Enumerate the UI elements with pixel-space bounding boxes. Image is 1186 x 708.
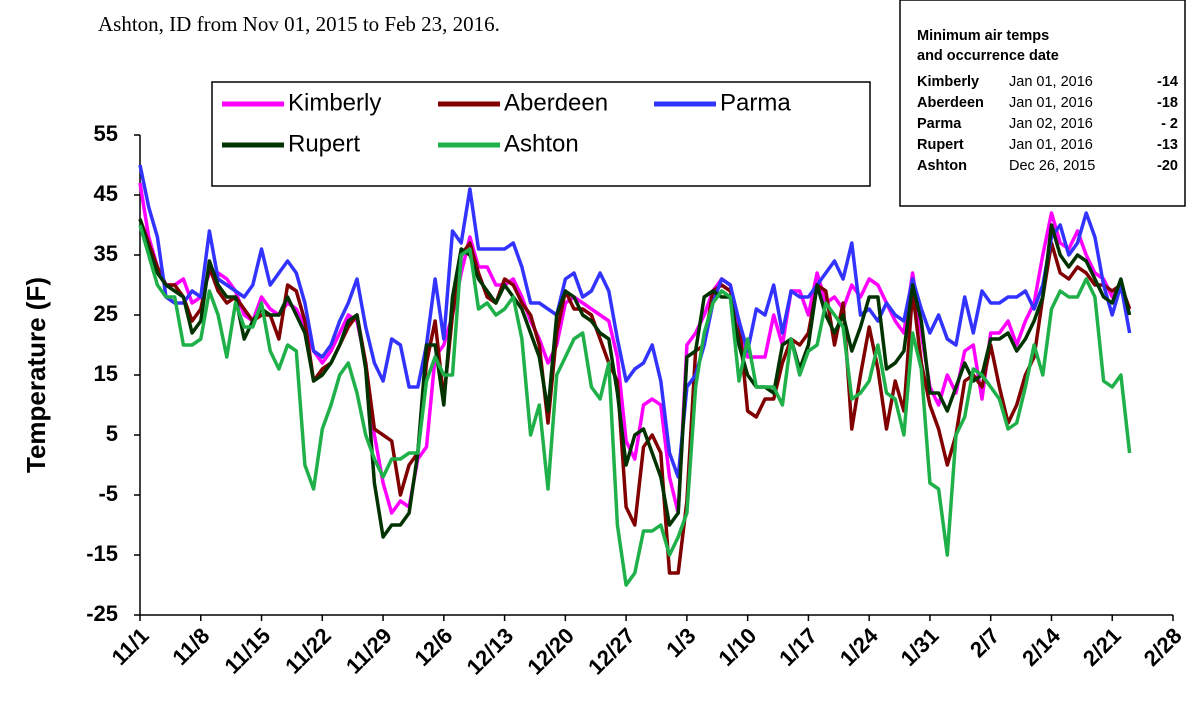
series-line — [138, 164, 1132, 479]
x-tick-label: 1/31 — [896, 623, 944, 671]
info-date: Jan 02, 2016 — [1009, 116, 1093, 132]
info-title: Minimum air temps — [917, 28, 1049, 44]
info-min: -13 — [1157, 137, 1178, 153]
chart-title: Ashton, ID from Nov 01, 2015 to Feb 23, … — [98, 12, 500, 36]
info-station: Aberdeen — [917, 95, 984, 111]
y-axis-label: Temperature (F) — [21, 277, 51, 473]
series-line — [138, 218, 1132, 539]
x-tick-label: 1/10 — [713, 623, 761, 671]
x-tick-label: 2/21 — [1078, 623, 1126, 671]
x-tick-label: 1/24 — [835, 622, 883, 670]
legend-items: Kimberly Aberdeen Parma Rupert Ashton — [222, 89, 791, 157]
y-tick-label: 25 — [94, 301, 118, 326]
legend-label: Ashton — [504, 130, 579, 157]
legend-label: Kimberly — [288, 89, 381, 116]
y-tick-label: 35 — [94, 241, 118, 266]
x-tick-label: 2/14 — [1017, 622, 1065, 670]
series-line — [138, 218, 1132, 575]
y-tick-label: 55 — [94, 121, 118, 146]
x-tick-label: 11/15 — [219, 623, 275, 679]
series-line — [138, 182, 1132, 515]
info-date: Dec 26, 2015 — [1009, 158, 1095, 174]
info-station: Rupert — [917, 137, 964, 153]
x-tick-label: 1/17 — [774, 623, 822, 671]
legend-label: Rupert — [288, 130, 360, 157]
info-station: Parma — [917, 116, 962, 132]
y-tick-label: -5 — [98, 481, 118, 506]
info-text: Minimum air temps and occurrence date Kimb… — [917, 28, 1178, 174]
info-min: - 2 — [1161, 116, 1178, 132]
x-tick-label: 1/3 — [661, 623, 700, 662]
x-tick-label: 2/7 — [965, 623, 1004, 662]
legend-label: Parma — [720, 89, 791, 116]
y-tick-label: 15 — [94, 361, 118, 386]
x-tick-label: 12/20 — [522, 623, 579, 680]
info-station: Ashton — [917, 158, 967, 174]
x-tick-label: 11/8 — [167, 623, 214, 670]
info-min: -14 — [1157, 74, 1178, 90]
x-tick-label: 12/13 — [462, 623, 519, 680]
x-tick-label: 12/27 — [583, 623, 640, 680]
series-line — [138, 224, 1132, 587]
info-title: and occurrence date — [917, 48, 1059, 64]
info-date: Jan 01, 2016 — [1009, 95, 1093, 111]
y-tick-label: -25 — [86, 601, 118, 626]
info-min: -18 — [1157, 95, 1178, 111]
y-tick-label: 5 — [106, 421, 118, 446]
x-tick-label: 12/6 — [410, 623, 458, 671]
legend — [211, 81, 871, 187]
info-date: Jan 01, 2016 — [1009, 137, 1093, 153]
info-station: Kimberly — [917, 74, 979, 90]
info-min: -20 — [1157, 158, 1178, 174]
x-tick-label: 2/28 — [1139, 623, 1186, 671]
y-tick-label: 45 — [94, 181, 118, 206]
info-box — [899, 0, 1186, 207]
legend-label: Aberdeen — [504, 89, 608, 116]
x-tick-label: 11/22 — [280, 623, 336, 679]
info-date: Jan 01, 2016 — [1009, 74, 1093, 90]
x-tick-label: 11/1 — [107, 623, 154, 670]
x-tick-label: 11/29 — [341, 623, 397, 679]
y-tick-label: -15 — [86, 541, 118, 566]
